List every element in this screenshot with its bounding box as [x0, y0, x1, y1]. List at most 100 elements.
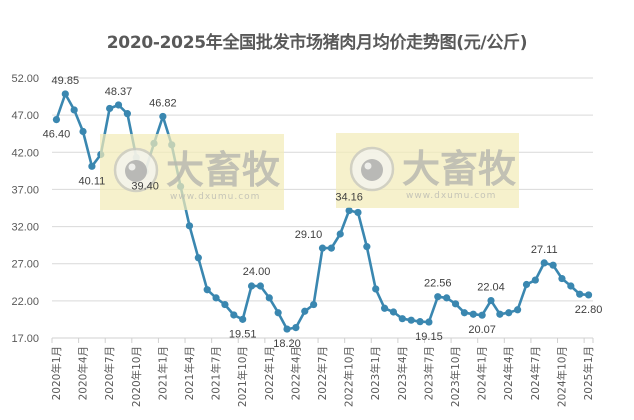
y-tick-label: 47.00 [11, 110, 39, 122]
data-point [336, 230, 344, 238]
data-label: 24.00 [243, 266, 271, 278]
data-label: 18.20 [273, 338, 301, 350]
svg-text:www.dxumu.com: www.dxumu.com [170, 192, 260, 202]
x-tick-label: 2021年10月 [236, 346, 249, 407]
data-point [389, 308, 398, 316]
x-tick-label: 2024年7月 [529, 346, 542, 400]
data-point [425, 318, 433, 326]
data-label: 46.40 [43, 129, 71, 141]
data-point [460, 309, 469, 317]
x-tick-label: 2020年4月 [77, 346, 90, 400]
series-line [52, 90, 593, 333]
data-point [292, 324, 300, 332]
y-tick-label: 32.00 [11, 222, 39, 234]
data-point [451, 300, 460, 308]
data-point [327, 244, 335, 252]
y-tick-label: 22.00 [11, 296, 39, 308]
data-point [567, 282, 575, 290]
x-tick-label: 2024年4月 [502, 346, 515, 400]
data-point [318, 244, 327, 252]
y-tick-label: 27.00 [11, 259, 39, 271]
data-point [61, 90, 69, 98]
x-tick-label: 2024年1月 [476, 346, 489, 400]
x-tick-label: 2021年1月 [156, 346, 169, 400]
data-label: 22.80 [575, 304, 603, 316]
y-tick-label: 37.00 [11, 184, 39, 196]
data-label: 22.56 [424, 278, 452, 290]
y-axis: 52.00 47.00 42.00 37.00 32.00 27.00 22.00 17.00 [11, 73, 39, 345]
data-label: 34.16 [335, 192, 363, 204]
data-point [478, 311, 486, 319]
x-tick-label: 2021年7月 [210, 346, 223, 400]
x-tick-label: 2025年1月 [582, 346, 595, 400]
data-point [354, 208, 362, 217]
data-point [159, 112, 167, 121]
data-point [114, 101, 123, 109]
data-point [239, 315, 247, 323]
data-point [558, 274, 566, 283]
x-tick-label: 2022年10月 [343, 346, 356, 407]
data-point [372, 285, 380, 293]
data-point [549, 261, 557, 269]
data-label: 19.51 [229, 328, 257, 340]
data-label: 40.11 [79, 175, 106, 187]
y-tick-label: 42.00 [11, 147, 39, 159]
data-point [247, 282, 256, 290]
data-point [221, 300, 229, 309]
data-label: 29.10 [295, 229, 323, 241]
data-point [185, 222, 194, 230]
data-point [496, 310, 504, 318]
x-axis: 2020年1月 2020年4月 2020年7月 2020年10月 2021年1月 2021… [50, 338, 595, 407]
data-point [106, 104, 114, 113]
data-point [514, 306, 522, 314]
data-point [505, 309, 513, 317]
data-point [434, 293, 442, 301]
data-point [123, 110, 131, 118]
svg-text:大畜牧: 大畜牧 [402, 147, 517, 191]
data-point [52, 116, 61, 124]
data-point [416, 318, 424, 326]
data-label: 19.15 [415, 331, 443, 343]
data-point [256, 282, 265, 290]
data-label: 39.40 [131, 181, 159, 193]
x-tick-label: 2022年7月 [316, 346, 329, 400]
y-tick-label: 17.00 [11, 333, 39, 345]
data-point [230, 311, 238, 319]
data-point [310, 300, 318, 309]
data-point [398, 315, 406, 323]
data-point [301, 307, 309, 315]
chart-title: 2020-2025年全国批发市场猪肉月均价走势图(元/公斤) [106, 33, 528, 53]
data-point [88, 162, 96, 170]
x-tick-label: 2020年1月 [50, 346, 63, 400]
y-tick-label: 52.00 [11, 73, 39, 85]
data-point [283, 325, 291, 333]
data-point [274, 309, 282, 317]
data-point [194, 254, 202, 262]
data-label: 46.82 [149, 97, 177, 109]
data-label: 20.07 [468, 324, 496, 336]
svg-text:www.dxumu.com: www.dxumu.com [406, 191, 496, 201]
x-tick-label: 2022年4月 [289, 346, 302, 400]
data-point [531, 276, 539, 284]
x-tick-label: 2022年1月 [263, 346, 276, 400]
data-label: 27.11 [531, 244, 558, 256]
data-point [265, 294, 273, 302]
data-point [407, 316, 415, 324]
data-point [487, 296, 495, 305]
data-point [522, 280, 531, 289]
svg-text:大畜牧: 大畜牧 [166, 148, 281, 192]
x-tick-label: 2023年4月 [396, 346, 409, 400]
x-tick-label: 2021年4月 [183, 346, 196, 400]
data-point [70, 106, 78, 114]
data-labels: 46.40 49.85 40.11 48.37 39.40 46.82 19.51 24.00… [43, 75, 603, 350]
data-label: 49.85 [52, 75, 80, 87]
x-tick-label: 2020年10月 [130, 346, 143, 407]
data-label: 22.04 [477, 282, 505, 294]
data-point [380, 304, 389, 312]
data-point [584, 291, 593, 299]
data-point [363, 243, 371, 251]
x-tick-label: 2024年10月 [555, 346, 568, 407]
